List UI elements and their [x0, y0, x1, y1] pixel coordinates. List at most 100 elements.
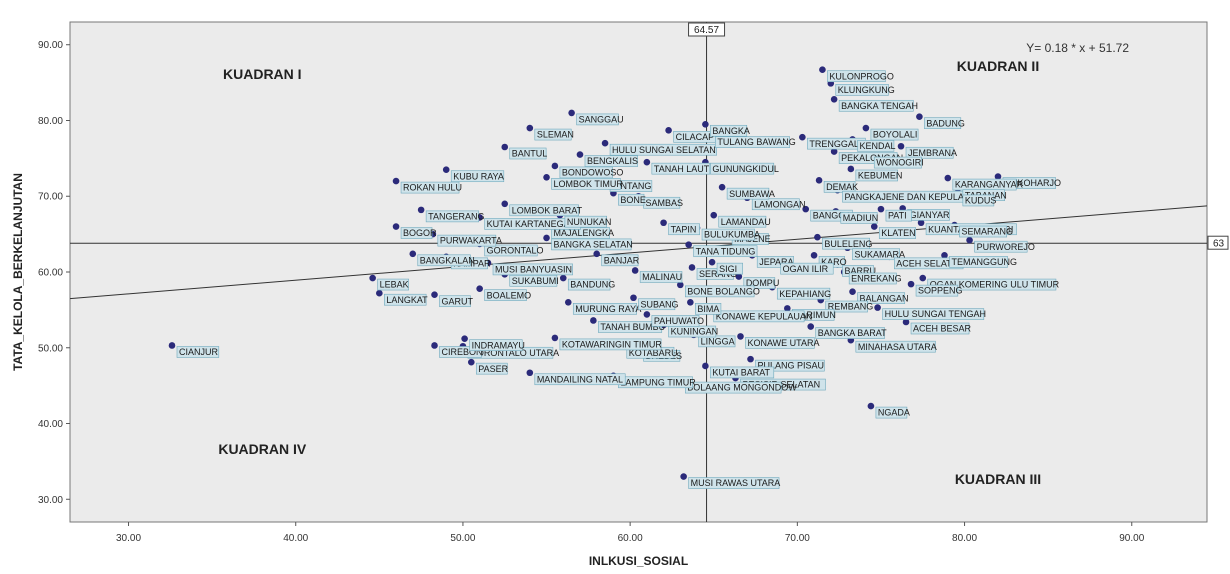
scatter-point [665, 127, 672, 134]
point-label: LEBAK [380, 280, 409, 290]
point-label-box [509, 147, 547, 160]
scatter-point [710, 211, 718, 219]
point-label-box [825, 300, 868, 313]
quadrant-label: KUADRAN I [223, 66, 302, 82]
scatter-point [467, 358, 475, 366]
href-value-box [1207, 235, 1229, 250]
point-label: KONAWE UTARA [747, 338, 819, 348]
point-label: BANGKA [712, 126, 750, 136]
vref-value-label: 64.57 [694, 25, 719, 36]
point-label-box [718, 215, 767, 228]
scatter-point [501, 200, 509, 208]
point-label-box [688, 477, 780, 489]
point-label: JEPARA [759, 257, 793, 267]
point-label-box [852, 248, 901, 261]
point-label: BANGKA SELATAN [554, 240, 633, 250]
point-label-box [905, 146, 954, 159]
x-axis: 30.00 40.00 50.00 60.00 70.00 80.00 90.00 [116, 522, 1145, 544]
y-tick-label: 80.00 [38, 116, 63, 127]
quadrant-label: KUADRAN III [955, 471, 1041, 487]
point-label-box [695, 303, 722, 315]
point-label-box [701, 228, 755, 241]
point-label-box [716, 262, 743, 275]
point-label: BANGKALAN [420, 255, 475, 265]
point-label: MADIUN [843, 213, 879, 223]
point-label-box [698, 335, 736, 348]
point-label: BOYOLALI [873, 130, 918, 140]
point-label: TRENGGALEK [809, 139, 871, 149]
scatter-point [409, 250, 417, 258]
point-label: WONOGIRI [876, 158, 924, 168]
point-label: TANAH BUMBU [600, 322, 665, 332]
point-label: BANDUNG [570, 280, 615, 290]
point-label: KUBU RAYA [453, 171, 504, 181]
point-label-box [870, 128, 919, 141]
point-label: BONE [620, 195, 646, 205]
point-label: BADUNG [926, 118, 965, 128]
point-label: BANGGAI [813, 211, 854, 221]
point-label: KARIMUN [794, 310, 836, 320]
scatter-point [867, 402, 875, 410]
y-tick-label: 90.00 [38, 40, 63, 51]
scatter-point [688, 264, 696, 271]
scatter-point [590, 317, 597, 324]
point-labels: CIANJUR NGADA MUSI RAWAS UTARA KULONPROGO KL… [176, 70, 1061, 489]
scatter-point [815, 177, 823, 184]
point-label-box [875, 406, 908, 419]
scatter-point [718, 183, 726, 191]
point-label-box [751, 198, 800, 211]
point-label: DEMAK [826, 182, 858, 192]
point-label-box [492, 263, 573, 276]
point-label-box [377, 278, 409, 291]
point-label-box [755, 359, 825, 372]
scatter-point [849, 288, 856, 295]
point-label: GORONTALO [487, 246, 544, 256]
vref-value-box [688, 22, 726, 37]
point-label-box [439, 346, 482, 358]
point-label-box [484, 244, 538, 257]
point-label-box [927, 278, 1057, 291]
point-label-box [639, 271, 683, 283]
scatter-point [994, 173, 1002, 180]
scatter-point [551, 334, 559, 342]
point-label: LAMPUNG TIMUR [620, 377, 696, 387]
point-label-box [838, 99, 914, 112]
scatter-point [830, 148, 838, 155]
point-label-box [962, 194, 995, 207]
point-label-box [425, 210, 480, 223]
point-label: SLEMAN [537, 130, 574, 140]
href-value-label: 63 [1213, 239, 1225, 250]
point-label-box [601, 254, 639, 267]
point-label-box [668, 223, 700, 236]
scatter-point [814, 233, 821, 241]
point-label: BOLAANG MONGONDOW [687, 383, 797, 393]
point-label: MUSI RAWAS UTARA [691, 478, 781, 488]
scatter-point [819, 66, 826, 74]
scatter-point [807, 323, 815, 330]
scatter-point [902, 318, 910, 326]
point-label: KEBUMEN [858, 171, 903, 181]
point-label: TANA TIDUNG [696, 246, 756, 256]
scatter-point [559, 274, 567, 282]
scatter-point [526, 124, 534, 132]
scatter-point [630, 294, 637, 302]
point-label: TULANG BAWANG [717, 137, 795, 147]
scatter-point [916, 113, 923, 120]
point-label: KUTAI BARAT [712, 368, 770, 378]
point-label-box [584, 155, 638, 167]
quadrant-label: KUADRAN IV [218, 441, 307, 457]
point-label: TEMANGGUNG [951, 257, 1017, 267]
point-label: REMBANG [828, 302, 874, 312]
point-label-box [400, 227, 433, 239]
point-label-box [823, 181, 856, 193]
scatter-point [917, 219, 925, 227]
scatter-point [944, 174, 952, 182]
point-label-box [710, 162, 775, 175]
point-label-box [949, 256, 1008, 268]
scatter-point [643, 311, 651, 318]
point-label-box [756, 256, 794, 268]
y-tick-label: 30.00 [38, 495, 63, 506]
scatter-point [708, 258, 716, 266]
point-label: TANGERANG [428, 211, 484, 221]
point-label: SANGGAU [579, 115, 624, 125]
